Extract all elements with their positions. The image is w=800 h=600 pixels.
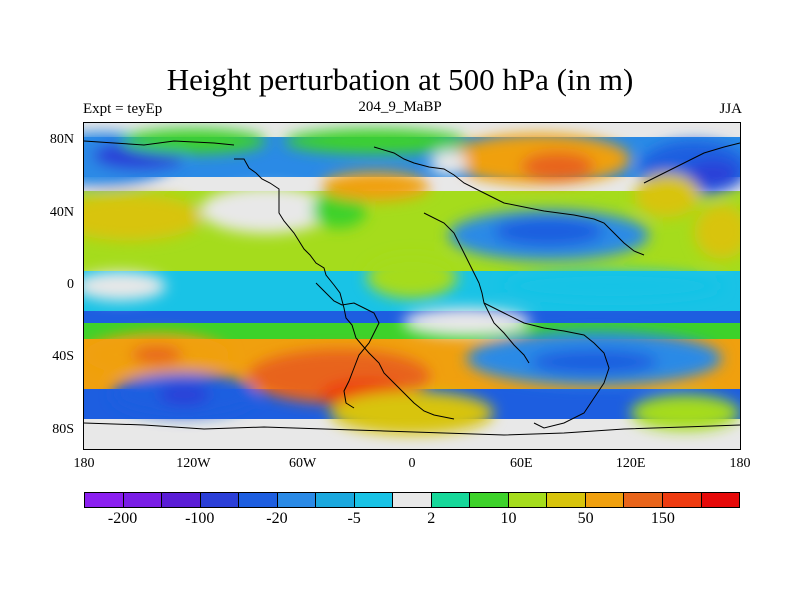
colorbar-label: 10 <box>500 510 517 527</box>
colorbar-box <box>393 493 432 507</box>
colorbar-box <box>662 493 702 507</box>
colorbar-label: 2 <box>427 510 436 527</box>
colorbar-box <box>354 493 394 507</box>
chart-title: Height perturbation at 500 hPa (in m) <box>166 62 634 97</box>
x-tick-label: 60W <box>289 456 317 471</box>
field-blob <box>630 394 740 431</box>
colorbar-box <box>277 493 317 507</box>
field-blob <box>311 191 367 229</box>
colorbar-label: -5 <box>347 510 361 527</box>
colorbar-label: 50 <box>577 510 594 527</box>
colorbar <box>84 492 740 508</box>
x-tick-label: 180 <box>73 456 95 471</box>
field-blob <box>366 255 458 299</box>
field-blob <box>200 186 332 234</box>
x-tick-label: 120E <box>615 456 646 471</box>
season-label: JJA <box>719 101 742 117</box>
field-blob <box>84 271 166 301</box>
x-tick-label: 180 <box>729 456 751 471</box>
colorbar-box <box>123 493 163 507</box>
colorbar-box <box>85 493 124 507</box>
x-tick-label: 60E <box>510 456 533 471</box>
colorbar-box <box>701 493 740 507</box>
field-blob <box>84 193 203 241</box>
field-blob <box>120 128 267 154</box>
contour-map <box>84 123 740 449</box>
field-blob <box>158 383 210 406</box>
colorbar-label: 150 <box>650 510 675 527</box>
colorbar-label: -20 <box>266 510 288 527</box>
y-tick-label: 80N <box>49 132 74 148</box>
map-panel <box>83 122 741 450</box>
field-blob <box>320 171 431 201</box>
field-blob <box>494 217 604 247</box>
colorbar-box <box>470 493 509 507</box>
field-blob <box>694 204 740 259</box>
colorbar-label: -100 <box>185 510 215 527</box>
colorbar-label: -200 <box>107 510 138 527</box>
field-blob <box>131 345 183 364</box>
continent-outlines <box>84 140 740 436</box>
y-tick-label: 40N <box>49 204 74 220</box>
colorbar-box <box>585 493 625 507</box>
field-blob <box>330 391 494 435</box>
colorbar-box <box>162 493 201 507</box>
experiment-label: Expt = teyEp <box>83 101 163 117</box>
x-tick-label: 0 <box>408 456 416 471</box>
y-tick-label: 80S <box>52 421 74 437</box>
y-tick-label: 0 <box>67 277 74 292</box>
colorbar-box <box>624 493 663 507</box>
x-tick-label: 120W <box>176 456 211 471</box>
colorbar-box <box>431 493 471 507</box>
field-blob <box>503 271 722 301</box>
colorbar-box <box>508 493 548 507</box>
colorbar-box <box>239 493 278 507</box>
field-blob <box>530 349 658 375</box>
field-blob <box>284 128 467 154</box>
field-blob <box>402 307 531 337</box>
colorbar-box <box>316 493 355 507</box>
field-blob <box>634 173 700 218</box>
run-label: 204_9_MaBP <box>358 99 442 115</box>
field-blobs <box>84 128 740 435</box>
colorbar-box <box>547 493 586 507</box>
field-blob <box>687 161 739 187</box>
y-tick-label: 40S <box>52 349 74 365</box>
colorbar-box <box>200 493 240 507</box>
field-blob <box>430 150 467 176</box>
field-blob <box>521 151 595 181</box>
